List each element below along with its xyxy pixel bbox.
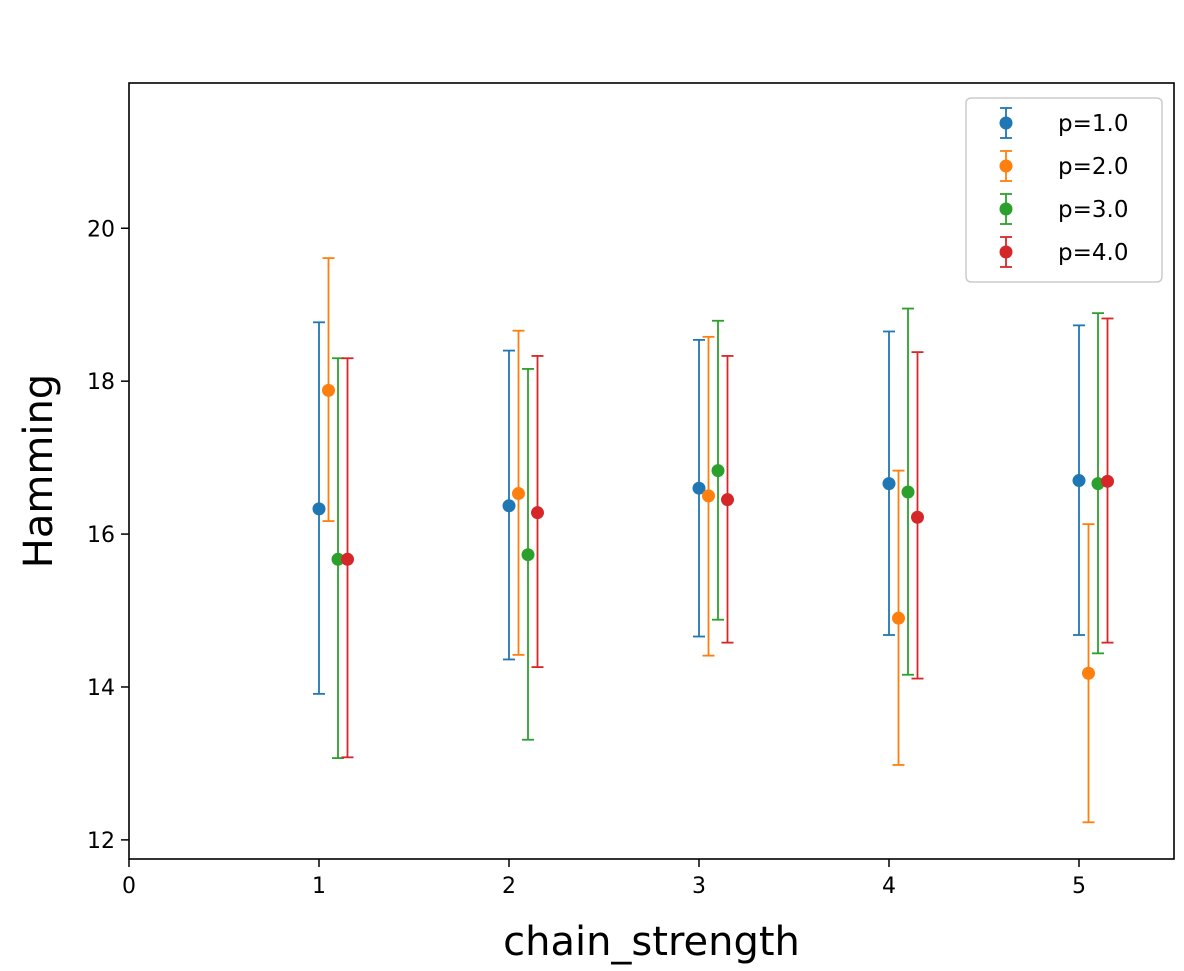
- y-tick-label: 20: [87, 217, 115, 242]
- legend-entry: p=2.0: [999, 150, 1128, 182]
- data-point: [531, 506, 544, 520]
- data-point: [1082, 666, 1095, 680]
- plot-frame: [128, 82, 1175, 860]
- y-tick-label: 14: [87, 676, 115, 701]
- data-point: [521, 548, 535, 562]
- legend-marker: [999, 116, 1013, 130]
- x-tick-label: 3: [692, 874, 706, 899]
- legend-marker: [999, 159, 1013, 173]
- legend-entry: p=3.0: [999, 193, 1128, 225]
- x-tick-label: 4: [882, 874, 896, 899]
- y-tick-label: 18: [87, 370, 115, 395]
- plot-series-layer: [312, 257, 1114, 824]
- series-p=1.0: [312, 321, 1086, 695]
- data-point: [1101, 474, 1114, 488]
- legend-entry: p=1.0: [999, 107, 1128, 139]
- legend-marker: [999, 202, 1013, 216]
- y-axis-label: Hamming: [16, 374, 62, 568]
- legend-label: p=2.0: [1058, 154, 1128, 180]
- legend-marker: [999, 245, 1013, 259]
- x-tick-label: 1: [312, 874, 326, 899]
- legend: p=1.0 p=2.0 p=3.0 p=4.0: [965, 97, 1163, 283]
- legend-entry: p=4.0: [999, 236, 1128, 268]
- data-point: [911, 510, 924, 524]
- x-tick-label: 0: [122, 874, 136, 899]
- series-p=3.0: [331, 307, 1105, 759]
- legend-label: p=1.0: [1058, 111, 1128, 137]
- data-point: [892, 611, 905, 625]
- data-point: [692, 481, 706, 495]
- data-point: [1072, 474, 1086, 488]
- series-p=2.0: [322, 257, 1095, 824]
- data-point: [711, 464, 725, 478]
- legend-box: [965, 97, 1163, 283]
- data-point: [512, 487, 525, 501]
- legend-label: p=4.0: [1058, 240, 1128, 266]
- legend-label: p=3.0: [1058, 197, 1128, 223]
- data-point: [312, 502, 326, 516]
- x-axis-label: chain_strength: [503, 919, 800, 965]
- y-tick-label: 16: [87, 523, 115, 548]
- data-point: [901, 485, 915, 499]
- data-point: [331, 552, 345, 566]
- data-point: [882, 477, 896, 491]
- data-point: [721, 493, 734, 507]
- data-point: [322, 383, 335, 397]
- y-tick-label: 12: [87, 829, 115, 854]
- data-point: [341, 552, 354, 566]
- x-tick-label: 5: [1072, 874, 1086, 899]
- x-tick-label: 2: [502, 874, 516, 899]
- series-p=4.0: [341, 317, 1114, 759]
- data-point: [502, 499, 516, 513]
- data-point: [702, 489, 715, 503]
